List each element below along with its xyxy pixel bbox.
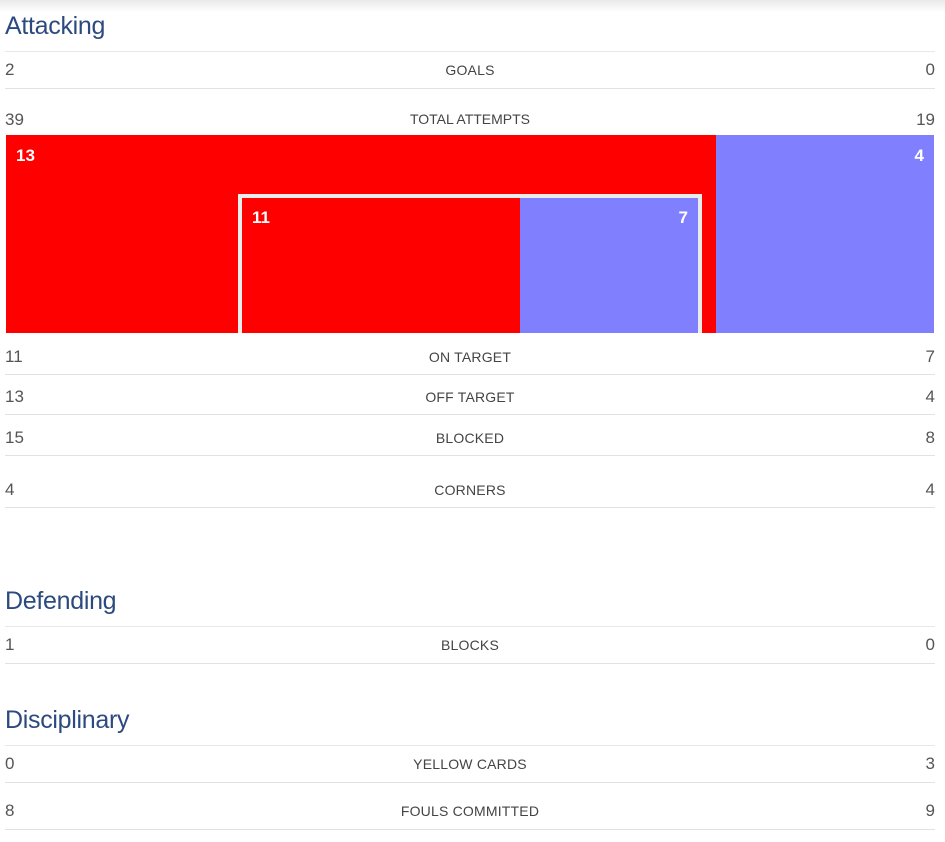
- home-value: 8: [5, 801, 15, 820]
- stat-label: GOALS: [445, 62, 495, 78]
- stat-label: YELLOW CARDS: [413, 756, 527, 772]
- stat-label: CORNERS: [434, 481, 506, 498]
- away-value: 8: [925, 428, 935, 447]
- stat-row-goals: 2 GOALS 0: [5, 51, 935, 89]
- stat-label: BLOCKS: [441, 637, 499, 653]
- stat-label: FOULS COMMITTED: [400, 803, 540, 819]
- outer-away-value: 4: [914, 146, 924, 165]
- home-value: 2: [5, 60, 15, 79]
- stat-row-total-attempts: 39 TOTAL ATTEMPTS 19: [5, 104, 935, 134]
- inner-away-bar: 7: [520, 198, 698, 333]
- stat-row-yellow-cards: 0 YELLOW CARDS 3: [5, 745, 935, 783]
- away-value: 4: [925, 479, 935, 499]
- away-value: 9: [925, 801, 935, 820]
- away-value: 0: [925, 635, 935, 654]
- inner-home-value: 11: [252, 208, 270, 227]
- stat-row-blocks: 1 BLOCKS 0: [5, 626, 935, 664]
- away-value: 3: [925, 754, 935, 773]
- stat-label: ON TARGET: [428, 349, 512, 365]
- away-value: 7: [925, 347, 935, 366]
- home-value: 0: [5, 754, 15, 773]
- stat-row-off-target: 13 OFF TARGET 4: [5, 380, 935, 415]
- stat-row-corners: 4 CORNERS 4: [5, 472, 935, 508]
- home-value: 4: [5, 479, 15, 499]
- away-value: 0: [925, 60, 935, 79]
- attempts-goal-visual: 13 4 11 7: [6, 135, 934, 333]
- stat-row-blocked: 15 BLOCKED 8: [5, 421, 935, 456]
- home-value: 1: [5, 635, 15, 654]
- goal-frame: [238, 194, 702, 333]
- section-title-defending: Defending: [5, 587, 117, 615]
- stat-row-on-target: 11 ON TARGET 7: [5, 340, 935, 375]
- home-value: 13: [5, 387, 24, 406]
- home-value: 39: [5, 110, 24, 129]
- top-shadow: [0, 0, 945, 12]
- outer-home-value: 13: [16, 146, 35, 165]
- stat-row-fouls-committed: 8 FOULS COMMITTED 9: [5, 793, 935, 830]
- home-value: 15: [5, 428, 24, 447]
- inner-home-bar: 11: [242, 198, 520, 333]
- away-value: 19: [916, 110, 935, 129]
- stat-label: TOTAL ATTEMPTS: [409, 111, 531, 127]
- section-title-attacking: Attacking: [5, 12, 106, 40]
- section-title-disciplinary: Disciplinary: [5, 706, 130, 734]
- outer-away-bar: 4: [716, 135, 934, 333]
- home-value: 11: [5, 347, 23, 366]
- stat-label: BLOCKED: [435, 430, 505, 446]
- stat-label: OFF TARGET: [425, 389, 515, 405]
- away-value: 4: [925, 387, 935, 406]
- inner-away-value: 7: [678, 208, 688, 227]
